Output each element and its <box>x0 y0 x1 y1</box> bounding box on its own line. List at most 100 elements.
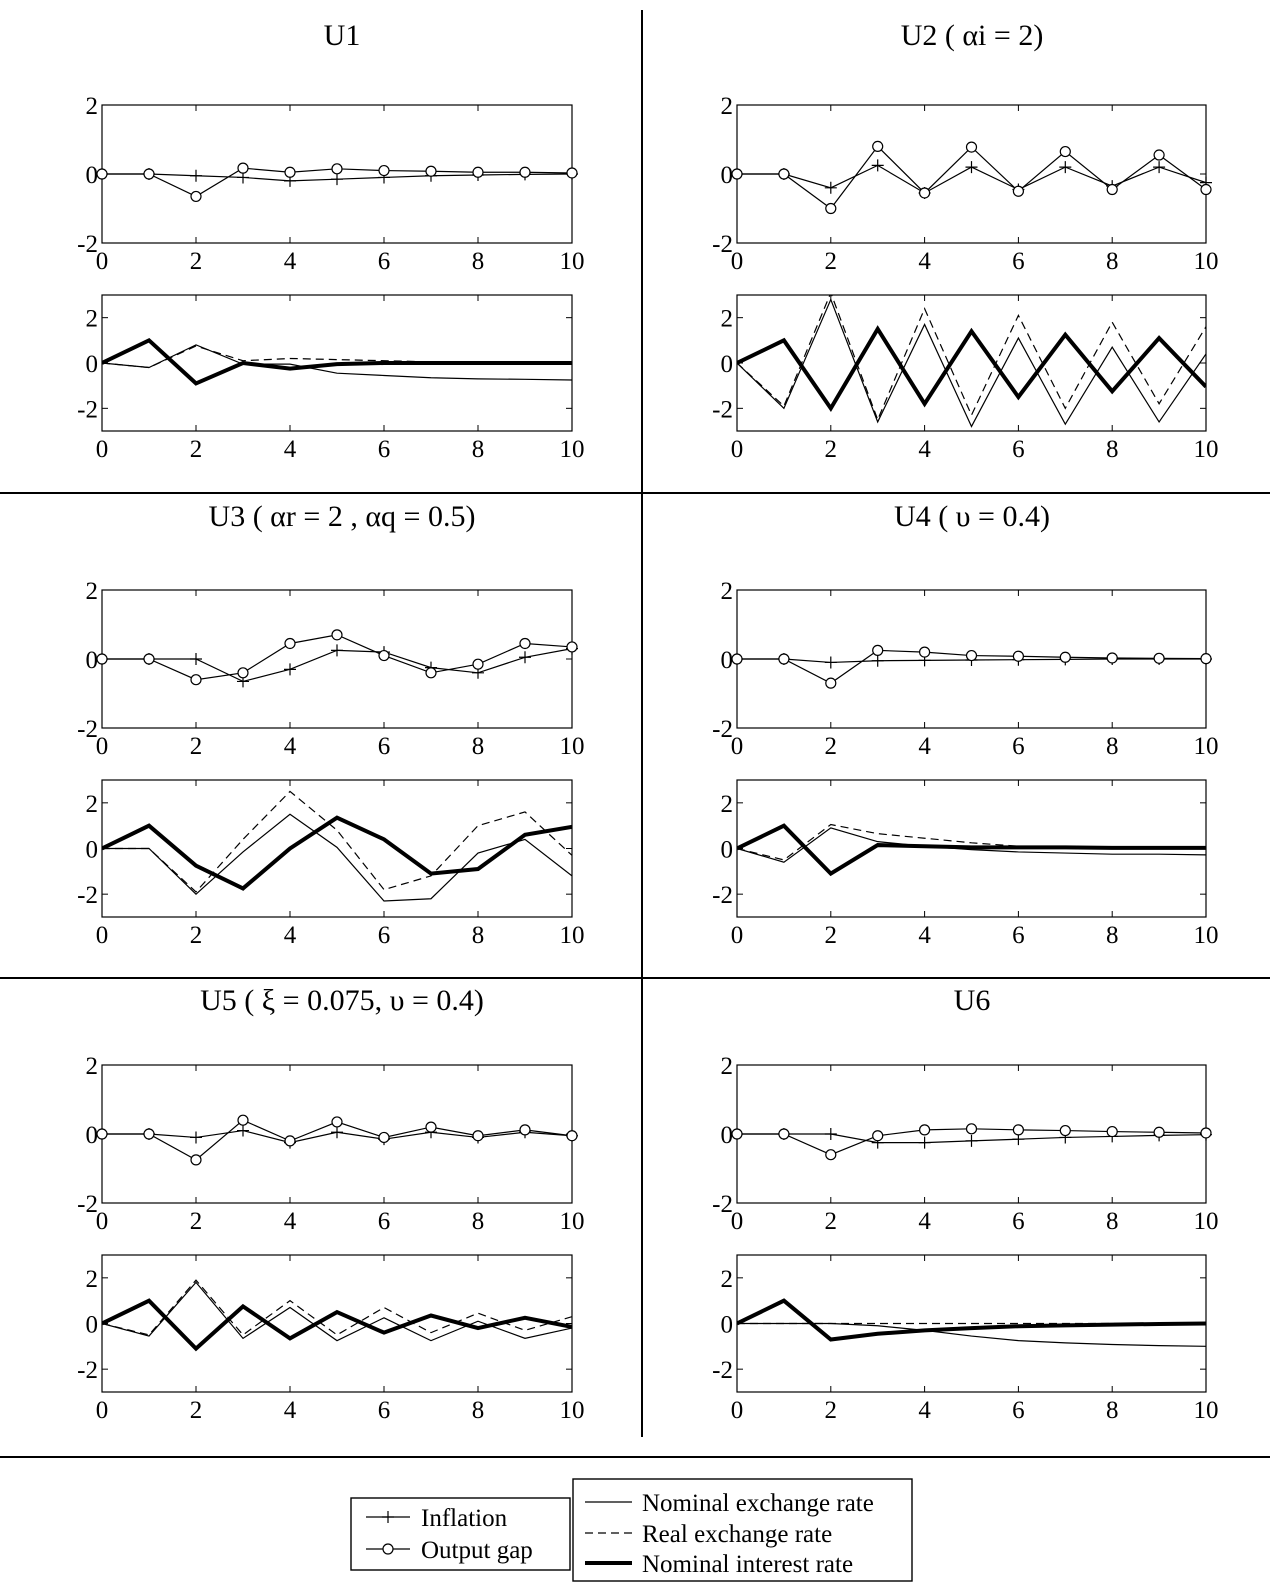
bottom-x-tick-label: 2 <box>825 922 838 949</box>
legend-box-lines <box>572 1478 913 1582</box>
output-gap-point <box>918 646 931 658</box>
legend-circle-marker-icon <box>382 1543 394 1555</box>
bottom-axes-frame <box>101 779 573 918</box>
bottom-x-tick-label: 2 <box>825 1397 838 1424</box>
series-line-nominal-exchange-rate <box>737 827 1206 863</box>
bottom-y-tick-label: 0 <box>86 1312 99 1339</box>
output-gap-point <box>778 1128 790 1140</box>
series-line-output-gap <box>102 634 573 681</box>
top-x-tick-label: 4 <box>284 733 297 760</box>
bottom-x-tick-label: 4 <box>918 436 931 463</box>
bottom-y-tick-label: 2 <box>86 1266 99 1293</box>
bottom-x-tick-label: 10 <box>560 436 585 463</box>
output-gap-point <box>425 165 437 177</box>
top-y-tick-label: 2 <box>86 1053 99 1080</box>
top-y-tick-label: 0 <box>721 1122 734 1149</box>
output-gap-point <box>96 1128 108 1140</box>
legend-nominal-interest-label: Nominal interest rate <box>642 1551 853 1578</box>
bottom-y-tick-label: 0 <box>86 837 99 864</box>
output-gap-point <box>1200 1127 1212 1139</box>
output-gap-point <box>872 644 884 656</box>
output-gap-point <box>731 168 743 180</box>
output-gap-point <box>519 166 531 178</box>
output-gap-point <box>284 637 296 650</box>
top-x-tick-label: 6 <box>378 1208 391 1235</box>
top-x-tick-label: 4 <box>918 248 931 275</box>
output-gap-point <box>190 190 202 203</box>
bottom-x-tick-label: 8 <box>472 922 485 949</box>
top-x-tick-label: 4 <box>284 248 297 275</box>
top-y-tick-label: -2 <box>712 716 733 743</box>
panel-title: U2 ( αi = 2) <box>901 19 1044 52</box>
top-y-tick-label: 0 <box>721 647 734 674</box>
inflation-point <box>190 653 202 665</box>
bottom-x-tick-label: 6 <box>378 1397 391 1424</box>
top-x-tick-label: 10 <box>560 1208 585 1235</box>
top-x-tick-label: 8 <box>1106 733 1119 760</box>
output-gap-point <box>425 667 437 679</box>
top-x-tick-label: 6 <box>378 248 391 275</box>
output-gap-point <box>331 1116 343 1128</box>
top-x-tick-label: 8 <box>472 248 485 275</box>
series-line-nominal-interest-rate <box>102 337 572 386</box>
top-y-tick-label: -2 <box>77 716 98 743</box>
bottom-x-tick-label: 4 <box>284 1397 297 1424</box>
bottom-x-tick-label: 4 <box>284 436 297 463</box>
inflation-point <box>519 651 531 664</box>
series-line-nominal-interest-rate <box>102 815 572 891</box>
top-axes-frame <box>736 104 1207 244</box>
output-gap-point <box>825 677 837 689</box>
output-gap-point <box>96 653 108 665</box>
bottom-x-tick-label: 4 <box>918 1397 931 1424</box>
output-gap-point <box>378 1131 390 1144</box>
bottom-y-tick-label: 2 <box>86 791 99 818</box>
top-x-tick-label: 8 <box>1106 248 1119 275</box>
legend-inflation-label: Inflation <box>421 1505 508 1532</box>
inflation-point <box>824 656 837 669</box>
top-y-tick-label: 0 <box>86 647 99 674</box>
inflation-point <box>331 173 343 186</box>
output-gap-point <box>965 141 978 153</box>
bottom-x-tick-label: 8 <box>472 436 485 463</box>
output-gap-point <box>519 637 531 650</box>
bottom-x-tick-label: 8 <box>1106 436 1119 463</box>
series-line-real-exchange-rate <box>102 1279 572 1336</box>
top-y-tick-label: 0 <box>86 162 99 189</box>
top-x-tick-label: 8 <box>1106 1208 1119 1235</box>
inflation-point <box>1059 161 1072 174</box>
output-gap-point <box>378 649 390 662</box>
top-x-tick-label: 2 <box>825 1208 838 1235</box>
panel-title: U6 <box>954 984 991 1017</box>
output-gap-point <box>1059 145 1071 158</box>
bottom-x-tick-label: 2 <box>825 436 838 463</box>
bottom-x-tick-label: 10 <box>560 922 585 949</box>
output-gap-point <box>1012 1124 1025 1136</box>
output-gap-point <box>1106 1125 1118 1138</box>
bottom-y-tick-label: 2 <box>721 791 734 818</box>
series-line-real-exchange-rate <box>102 790 572 893</box>
output-gap-point <box>778 168 790 180</box>
inflation-point <box>965 161 978 174</box>
output-gap-point <box>566 641 578 653</box>
legend: Inflation Output gap Nominal exchange ra… <box>350 1478 913 1582</box>
top-x-tick-label: 4 <box>918 733 931 760</box>
output-gap-point <box>918 1124 931 1136</box>
output-gap-point <box>519 1124 531 1136</box>
output-gap-point <box>1106 652 1118 664</box>
top-y-tick-label: 2 <box>86 93 99 120</box>
output-gap-point <box>284 166 296 178</box>
panel-title: U5 ( ξ = 0.075, υ = 0.4) <box>200 984 484 1017</box>
bottom-y-tick-label: -2 <box>712 396 733 423</box>
output-gap-point <box>143 653 155 665</box>
bottom-x-tick-label: 10 <box>1194 436 1219 463</box>
inflation-point <box>331 1126 343 1139</box>
top-x-tick-label: 0 <box>731 1208 744 1235</box>
output-gap-point <box>378 164 390 177</box>
top-x-tick-label: 0 <box>96 733 109 760</box>
output-gap-point <box>1012 185 1025 197</box>
